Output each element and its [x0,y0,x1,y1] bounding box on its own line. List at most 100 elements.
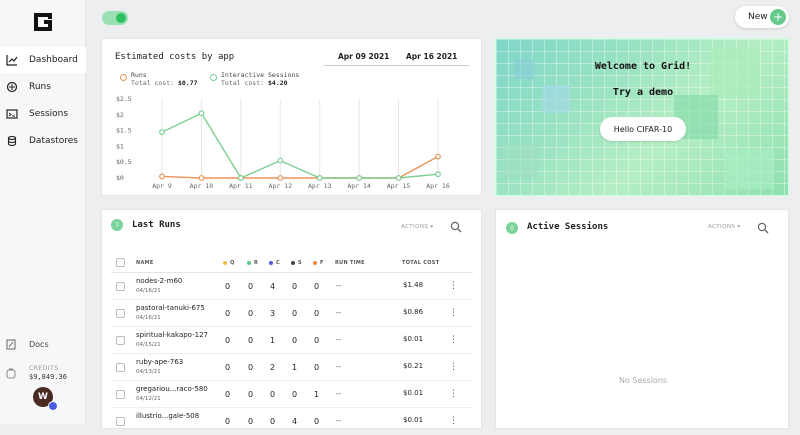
col-stopped[interactable]: S [291,260,302,266]
date-from[interactable]: Apr 09 2021 [338,52,390,61]
status-count-f: 0 [314,309,320,318]
demo-welcome: Welcome to Grid! [594,61,692,72]
status-count-c: 0 [270,390,276,399]
runs-actions-menu[interactable]: ACTIONS ▾ [401,224,434,230]
actions-label: ACTIONS [708,224,736,230]
search-icon[interactable] [450,221,462,233]
row-checkbox[interactable] [116,363,125,372]
more-icon[interactable]: ⋮ [449,308,458,318]
y-tick-label: $1 [116,142,124,150]
series-line [161,112,439,179]
grid-logo-icon[interactable] [31,10,55,34]
status-count-s: 0 [292,390,298,399]
data-point [237,175,244,181]
credits-label: CREDITS [29,365,59,372]
run-name[interactable]: spiritual-kakapo-127 [136,331,208,339]
run-time: -- [336,363,342,371]
run-name[interactable]: nodes-2-m60 [136,277,183,285]
more-icon[interactable]: ⋮ [449,416,458,426]
data-point [356,175,363,181]
table-row[interactable]: gregariou...raco-580 04/12/21 0 0 0 0 1 -- $0.01… [111,381,473,408]
decor-cube [724,149,774,189]
run-name[interactable]: illustrio...gale-508 [136,412,200,420]
table-row[interactable]: illustrio...gale-508 0 0 0 4 0 -- $0.01 ⋮ [111,408,473,435]
search-icon[interactable] [757,222,769,234]
table-row[interactable]: pastoral-tanuki-675 04/16/21 0 0 3 0 0 -- $0.86 ⋮ [111,300,473,327]
status-count-r: 0 [248,417,254,426]
runs-icon [6,81,18,93]
row-checkbox[interactable] [116,390,125,399]
sidebar-item-runs[interactable]: Runs [0,74,86,100]
x-tick-label: Apr 16 [426,182,450,190]
status-count-q: 0 [225,417,231,426]
more-icon[interactable]: ⋮ [449,389,458,399]
theme-toggle[interactable] [102,11,128,25]
sidebar: Dashboard Runs Sessions Datastores Docs … [0,0,86,424]
series-line [161,155,439,179]
run-name[interactable]: gregariou...raco-580 [136,385,208,393]
sidebar-item-label: Datastores [29,136,78,146]
runs-count-badge: 7 [111,219,123,231]
status-count-r: 0 [248,363,254,372]
run-time: -- [336,309,342,317]
docs-icon [6,339,16,350]
actions-label: ACTIONS [401,224,429,230]
run-name[interactable]: pastoral-tanuki-675 [136,304,205,312]
table-row[interactable]: spiritual-kakapo-127 04/15/21 0 0 1 0 0 -- $0.01… [111,327,473,354]
toggle-knob [116,13,126,23]
legend-sessions: Interactive Sessions Total cost: $4.20 [210,71,299,87]
col-name[interactable]: NAME [136,260,154,266]
last-runs-card: 7 Last Runs ACTIONS ▾ NAME Q R C S F RUN… [101,209,482,435]
select-all-checkbox[interactable] [116,258,125,267]
sidebar-item-label: Dashboard [29,55,78,65]
col-run-time[interactable]: RUN TIME [335,260,365,266]
run-date: 04/13/21 [136,369,161,375]
hello-cifar-button[interactable]: Hello CIFAR-10 [600,117,686,141]
cost-line-chart: Apr 9 Apr 10 Apr 11 Apr 12 Apr 13 Apr 14 Apr 1… [116,95,450,190]
col-failed[interactable]: F [313,260,324,266]
col-queued[interactable]: Q [223,260,235,266]
active-sessions-card: 0 Active Sessions ACTIONS ▾ No Sessions [495,209,789,429]
table-row[interactable]: ruby-ape-763 04/13/21 0 0 2 1 0 -- $0.21 ⋮ [111,354,473,381]
status-count-c: 0 [270,417,276,426]
legend-sessions-total-label: Total cost: [221,79,265,87]
sidebar-item-label: Runs [29,82,51,92]
status-count-q: 0 [225,309,231,318]
credits-icon [6,368,16,379]
sessions-actions-menu[interactable]: ACTIONS ▾ [708,224,741,230]
date-to[interactable]: Apr 16 2021 [406,52,458,61]
run-date: 04/16/21 [136,315,161,321]
more-icon[interactable]: ⋮ [449,362,458,372]
more-icon[interactable]: ⋮ [449,335,458,345]
status-count-c: 1 [270,336,276,345]
sidebar-item-datastores[interactable]: Datastores [0,128,86,154]
run-time: -- [336,390,342,398]
new-button[interactable]: New + [735,6,789,28]
col-running[interactable]: R [247,260,258,266]
more-icon[interactable]: ⋮ [449,281,458,291]
run-name[interactable]: ruby-ape-763 [136,358,184,366]
docs-link[interactable]: Docs [0,339,86,350]
x-tick-label: Apr 14 [347,182,371,190]
avatar-badge-icon [48,401,58,411]
row-checkbox[interactable] [116,309,125,318]
sidebar-item-sessions[interactable]: Sessions [0,101,86,127]
row-checkbox[interactable] [116,282,125,291]
status-count-f: 0 [314,417,320,426]
row-checkbox[interactable] [116,336,125,345]
status-count-s: 0 [292,282,298,291]
run-date: 04/16/21 [136,288,161,294]
table-row[interactable]: nodes-2-m60 04/16/21 0 0 4 0 0 -- $1.48 ⋮ [111,273,473,300]
col-completed[interactable]: C [269,260,280,266]
data-point [198,175,205,181]
data-point [198,110,205,117]
sidebar-item-dashboard[interactable]: Dashboard [0,47,86,73]
chart-line-icon [6,54,18,66]
status-dot-icon [313,260,317,265]
costs-title: Estimated costs by app [115,52,235,62]
row-checkbox[interactable] [116,417,125,426]
col-total-cost[interactable]: TOTAL COST [402,260,440,266]
decor-cube [542,85,570,113]
legend-runs-total: $0.77 [177,79,198,87]
status-dot-icon [291,260,295,265]
